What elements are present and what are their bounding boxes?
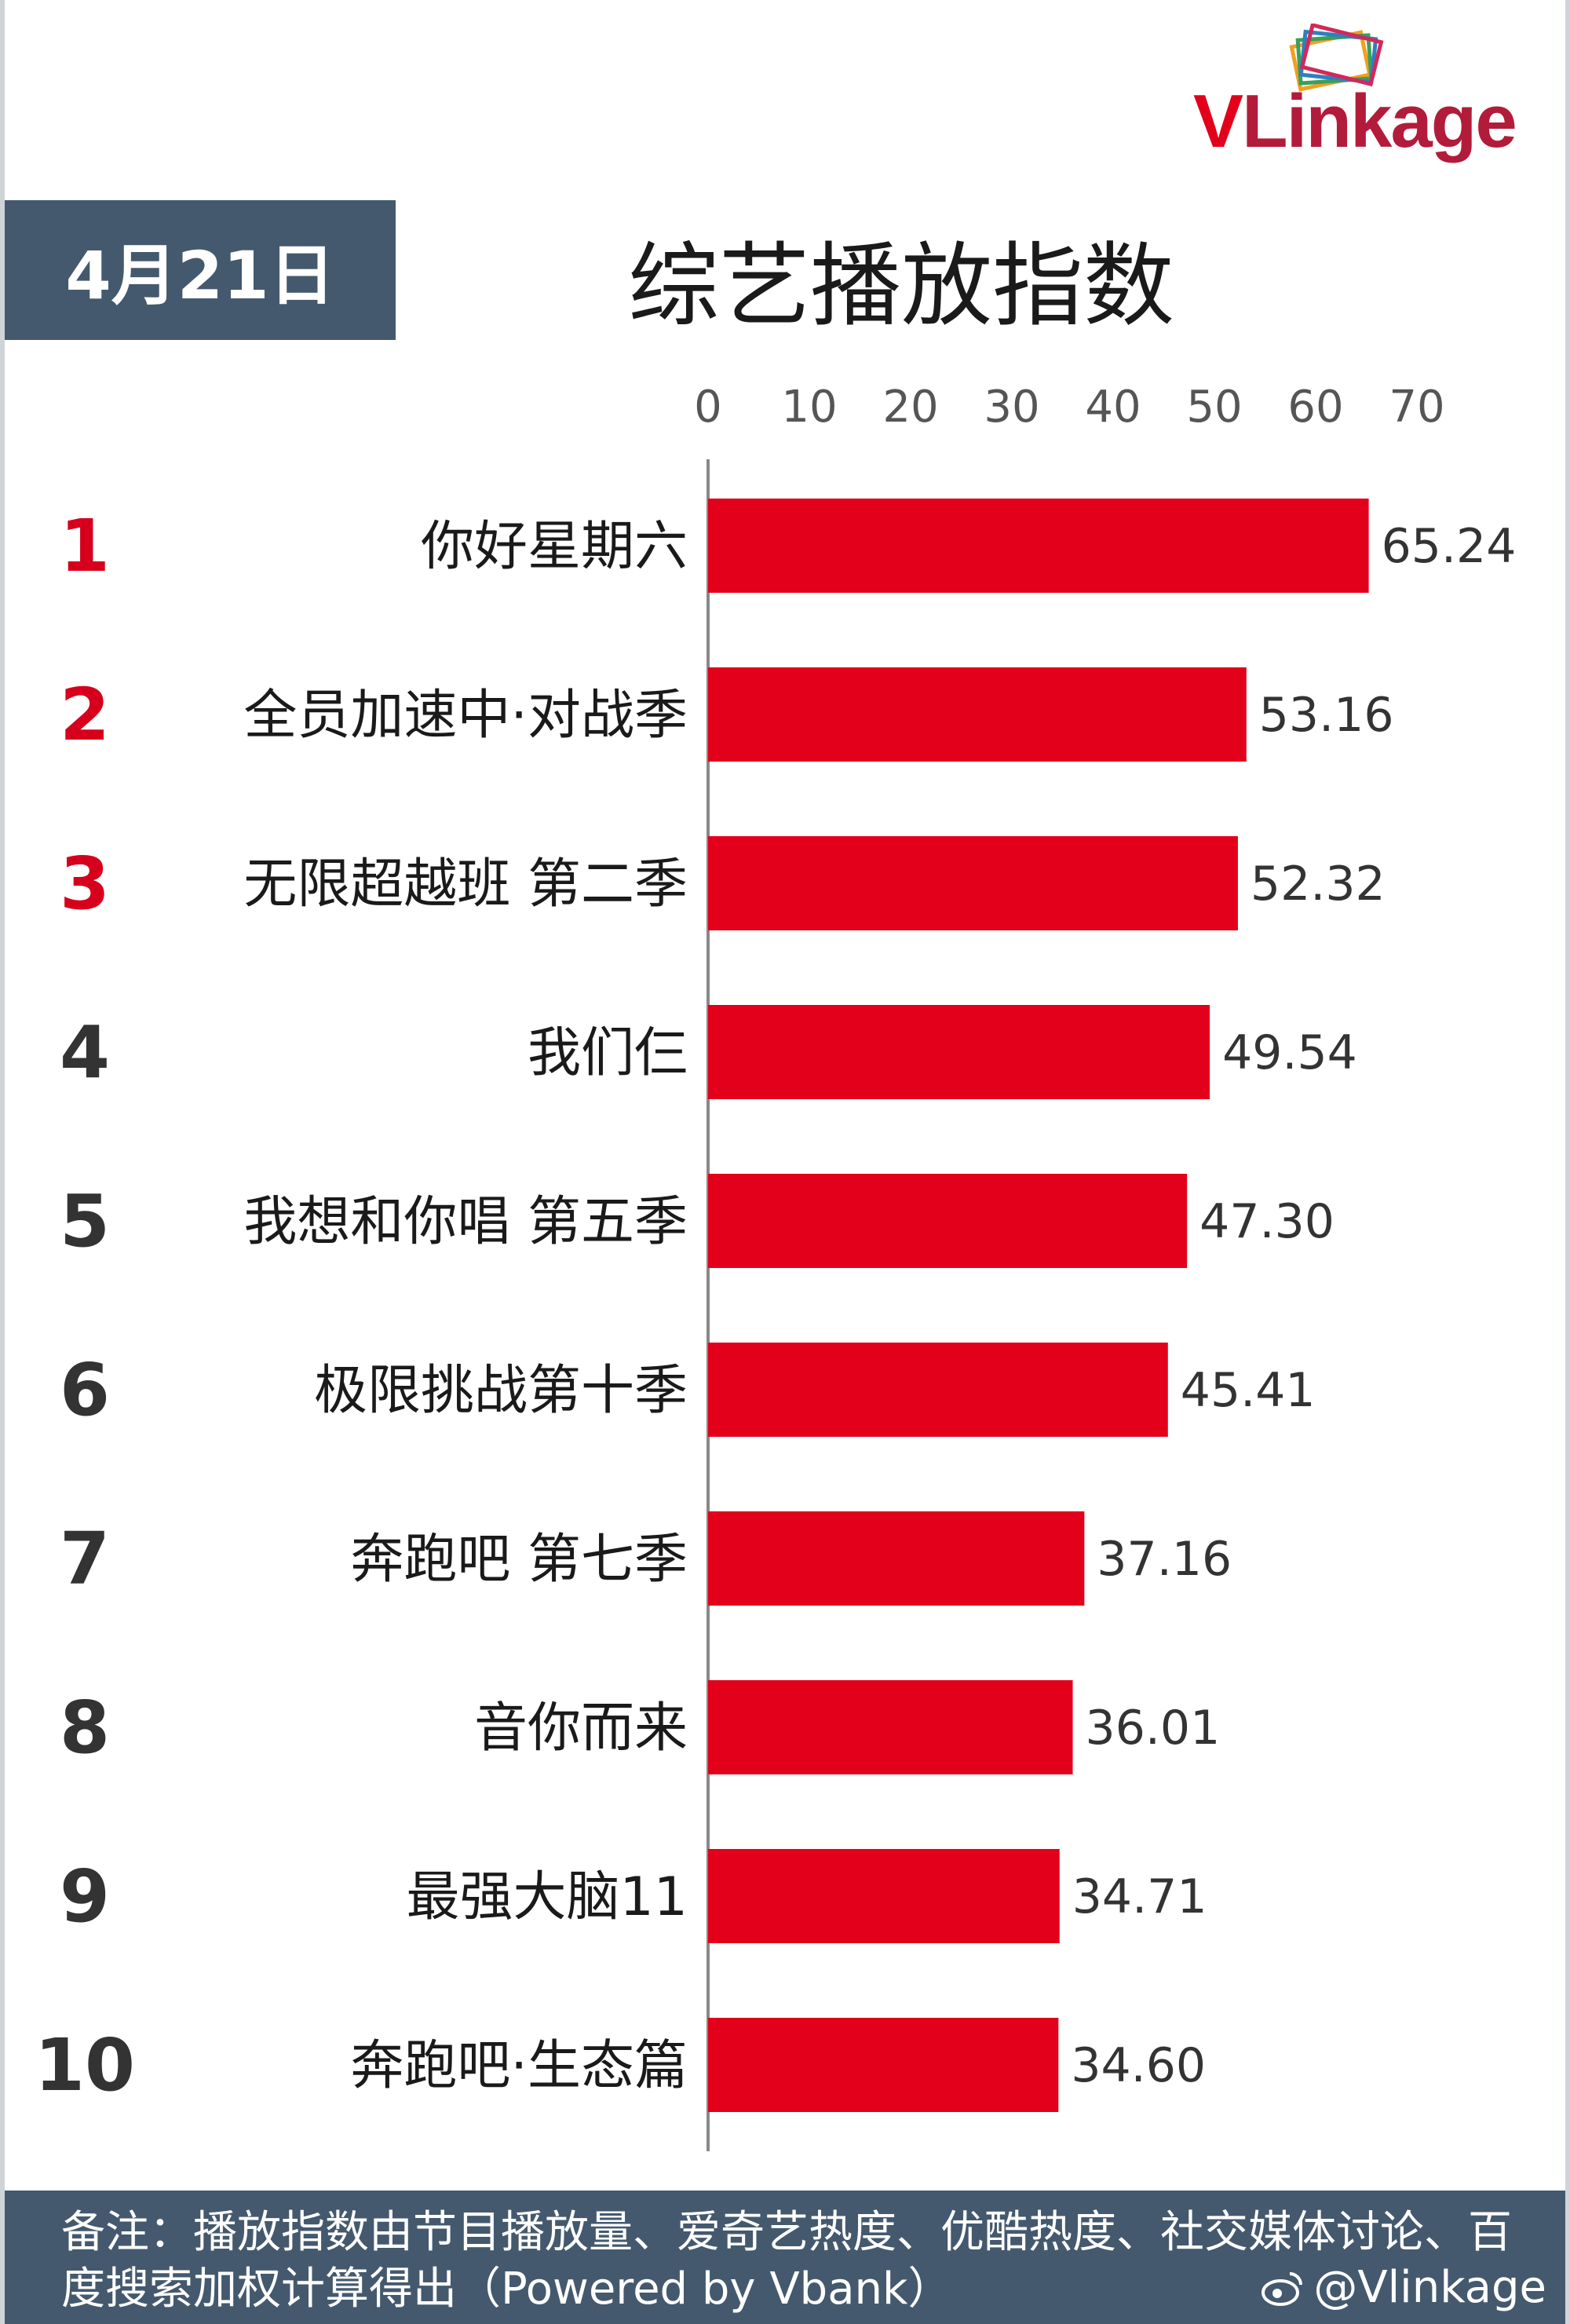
bar: [708, 1343, 1168, 1437]
rank-number: 3: [60, 842, 110, 926]
show-name-label: 最强大脑11: [406, 1866, 688, 1928]
show-name-label: 无限超越班 第二季: [243, 853, 688, 915]
x-tick-label: 50: [1186, 382, 1242, 433]
value-label: 65.24: [1382, 519, 1517, 574]
x-tick-label: 30: [984, 382, 1039, 433]
footer-note: 备注：播放指数由节目播放量、爱奇艺热度、优酷热度、社交媒体讨论、百度搜索加权计算…: [61, 2207, 1512, 2315]
bar: [708, 1005, 1210, 1099]
rank-number: 1: [60, 504, 110, 588]
show-name-label: 我想和你唱 第五季: [243, 1191, 688, 1253]
show-name-label: 全员加速中·对战季: [243, 685, 688, 747]
bar: [708, 1849, 1060, 1943]
value-label: 34.71: [1072, 1869, 1207, 1924]
chart-title: 综艺播放指数: [628, 233, 1174, 339]
bar: [708, 667, 1247, 762]
show-name-label: 你好星期六: [421, 516, 688, 578]
footer-banner: 备注：播放指数由节目播放量、爱奇艺热度、优酷热度、社交媒体讨论、百度搜索加权计算…: [5, 2191, 1565, 2324]
value-label: 36.01: [1086, 1701, 1221, 1756]
show-name-label: 奔跑吧·生态篇: [350, 2035, 688, 2097]
weibo-icon: [1261, 2271, 1303, 2306]
show-name-label: 奔跑吧 第七季: [350, 1529, 688, 1591]
rank-number: 10: [35, 2023, 135, 2107]
stacked-frames-icon: [1289, 24, 1384, 92]
show-name-label: 极限挑战第十季: [314, 1360, 688, 1422]
bar: [708, 2018, 1059, 2112]
x-tick-label: 10: [781, 382, 837, 433]
bar: [708, 836, 1238, 930]
vlinkage-logo: VLinkage: [1193, 24, 1562, 173]
x-tick-label: 20: [882, 382, 938, 433]
weibo-handle-text: @Vlinkage: [1313, 2262, 1546, 2313]
value-label: 49.54: [1222, 1025, 1357, 1080]
logo-wordmark: VLinkage: [1193, 79, 1517, 163]
value-label: 53.16: [1259, 688, 1394, 743]
bar: [708, 1680, 1073, 1774]
show-name-label: 音你而来: [474, 1697, 688, 1759]
value-label: 45.41: [1181, 1363, 1316, 1418]
rank-number: 7: [60, 1517, 110, 1601]
x-tick-label: 70: [1389, 382, 1444, 433]
rank-number: 4: [60, 1010, 110, 1094]
rank-number: 6: [60, 1348, 110, 1432]
rank-number: 2: [60, 673, 110, 757]
x-tick-label: 60: [1287, 382, 1343, 433]
bar: [708, 499, 1369, 593]
value-label: 37.16: [1097, 1532, 1232, 1587]
rank-number: 8: [60, 1686, 110, 1770]
value-label: 52.32: [1251, 857, 1386, 912]
bar: [708, 1511, 1085, 1606]
date-badge: 4月21日: [5, 200, 396, 340]
value-label: 34.60: [1071, 2038, 1206, 2093]
x-tick-label: 40: [1085, 382, 1141, 433]
x-tick-label: 0: [694, 382, 722, 433]
bar: [708, 1174, 1188, 1268]
show-name-label: 我们仨: [528, 1022, 688, 1084]
rank-number: 9: [60, 1854, 110, 1938]
weibo-handle: @Vlinkage: [1260, 2262, 1546, 2313]
rank-number: 5: [60, 1179, 110, 1263]
value-label: 47.30: [1199, 1194, 1334, 1249]
